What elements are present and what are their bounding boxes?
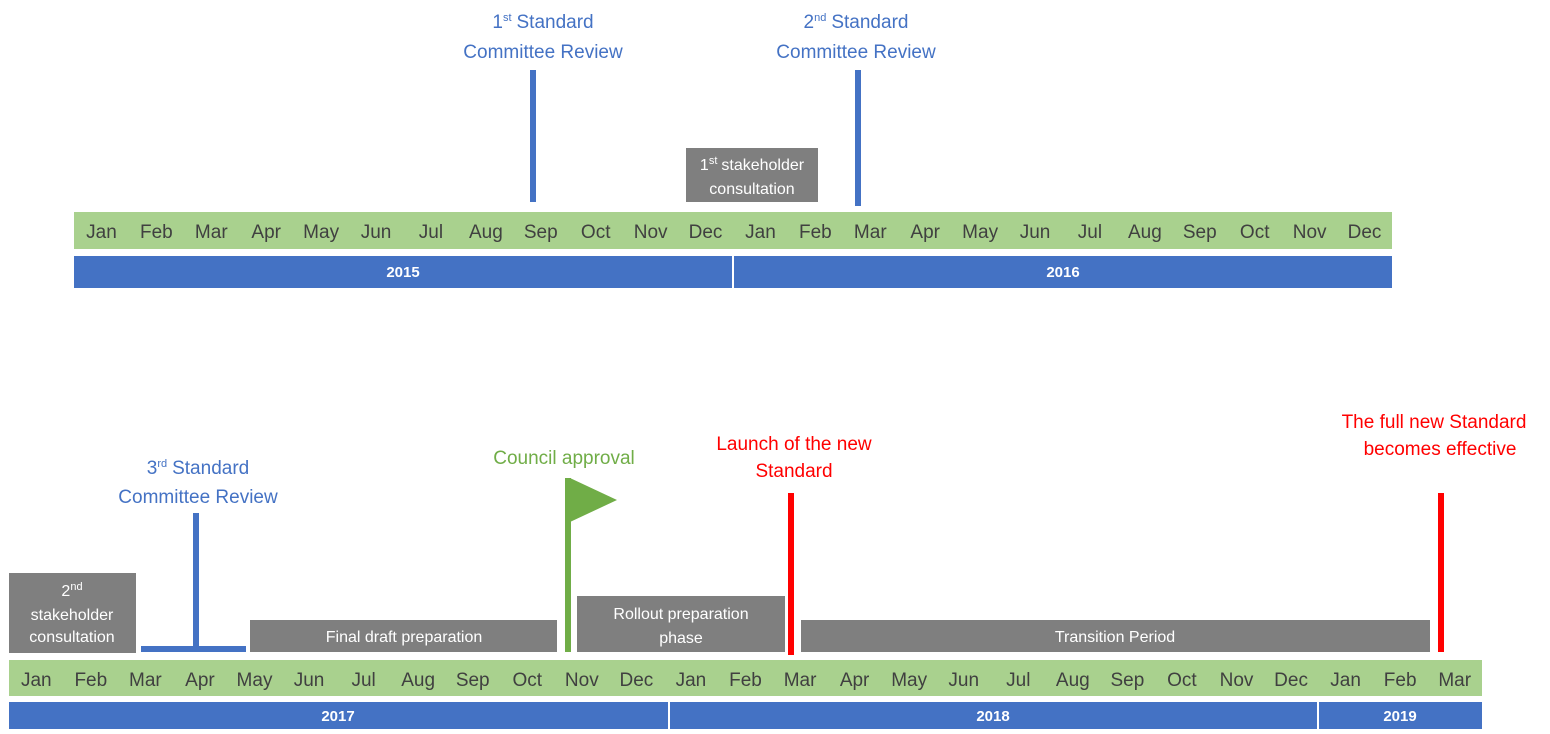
month-label: Mar [784,670,817,691]
month-label: Aug [1128,222,1162,243]
phase-box [801,620,1430,652]
phase-label: Rollout preparation [613,606,748,623]
milestone-label: 1st Standard [492,12,593,33]
phase-label: 2nd [61,581,82,600]
flag [570,478,617,522]
phase-box [577,596,785,652]
month-label: Dec [1348,222,1382,243]
milestone-label: Launch of the new [716,434,872,455]
phase-box [250,620,557,652]
month-label: Feb [74,670,107,691]
month-label: Aug [401,670,435,691]
month-label: Jan [86,222,117,243]
month-label: May [237,670,273,691]
year-label: 2015 [386,264,419,281]
milestone-line [1438,493,1444,652]
year-label: 2016 [1046,264,1079,281]
milestone-line [193,513,199,650]
month-label: Jan [1330,670,1361,691]
month-label: Aug [1056,670,1090,691]
month-labels: Jan Feb Mar Apr May Jun Jul Aug Sep Oct Nov Dec Jan F… [21,670,1472,691]
flag-pole [565,478,571,652]
month-label: Oct [1167,670,1197,691]
phase-box [686,148,818,202]
milestone-line [788,493,794,655]
milestone-label: Committee Review [118,487,278,508]
phase-box [9,573,136,653]
year-label: 2017 [321,708,354,725]
month-label: Apr [185,670,215,691]
month-label: May [303,222,339,243]
month-label: Nov [1293,222,1327,243]
month-label: Apr [251,222,281,243]
year-bar [670,702,1317,729]
milestone-label: Standard [755,461,832,482]
milestone-label: Committee Review [463,42,623,63]
month-label: Dec [689,222,723,243]
phase-label: Final draft preparation [326,629,483,646]
month-label: Feb [729,670,762,691]
month-label: Sep [1110,670,1144,691]
month-label: Aug [469,222,503,243]
month-label: Feb [140,222,173,243]
month-label: Jul [1078,222,1102,243]
milestone-label: 2nd Standard [804,12,909,33]
year-bar [734,256,1392,288]
month-label: Jul [419,222,443,243]
milestone-line [855,70,861,206]
month-label: Oct [512,670,542,691]
month-label: Mar [854,222,887,243]
month-label: Jul [351,670,375,691]
phase-label: stakeholder [31,607,114,624]
month-label: Dec [619,670,653,691]
month-bar [9,660,1482,696]
month-label: Apr [840,670,870,691]
month-label: Nov [634,222,668,243]
phase-label: consultation [709,181,794,198]
phase-label: consultation [29,629,114,646]
month-label: Sep [456,670,490,691]
milestone-label: Committee Review [776,42,936,63]
month-label: May [962,222,998,243]
month-label: Jan [21,670,52,691]
month-label: Dec [1274,670,1308,691]
month-label: Jun [948,670,979,691]
year-bar [1319,702,1482,729]
month-label: Jul [1006,670,1030,691]
month-bar [74,212,1392,249]
month-label: Nov [565,670,599,691]
month-label: Sep [524,222,558,243]
milestone-label: The full new Standard [1342,412,1527,433]
month-label: Jan [676,670,707,691]
month-label: Mar [1438,670,1471,691]
month-label: Jun [361,222,392,243]
month-label: Jun [1020,222,1051,243]
month-label: Feb [799,222,832,243]
phase-label: phase [659,630,703,647]
milestone-line [530,70,536,202]
year-label: 2019 [1383,708,1416,725]
phase-label: Transition Period [1055,629,1175,646]
milestone-label: 3rd Standard [147,458,249,479]
milestone-label: Council approval [493,448,635,469]
month-label: Apr [910,222,940,243]
year-label: 2018 [976,708,1009,725]
month-label: Sep [1183,222,1217,243]
month-label: Mar [195,222,228,243]
year-bar [9,702,668,729]
month-label: May [891,670,927,691]
month-label: Oct [1240,222,1270,243]
year-bar [74,256,732,288]
month-label: Nov [1220,670,1254,691]
month-label: Mar [129,670,162,691]
month-label: Jan [745,222,776,243]
month-label: Jun [294,670,325,691]
month-labels: Jan Feb Mar Apr May Jun Jul Aug Sep Oct Nov Dec Jan F… [86,222,1381,243]
month-label: Feb [1384,670,1417,691]
milestone-label: becomes effective [1364,439,1517,460]
month-label: Oct [581,222,611,243]
milestone-base [141,646,246,652]
phase-label: 1st stakeholder [700,155,805,174]
